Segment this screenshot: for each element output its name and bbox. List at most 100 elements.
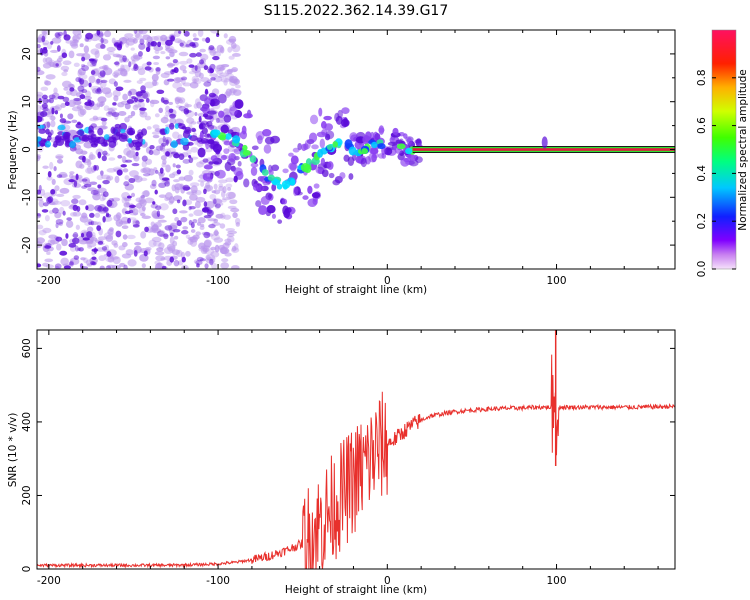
noise-speckle bbox=[213, 183, 218, 190]
noise-speckle bbox=[100, 170, 104, 176]
noise-speckle bbox=[65, 220, 74, 228]
noise-speckle bbox=[202, 206, 211, 212]
noise-speckle bbox=[220, 64, 230, 68]
noise-speckle bbox=[163, 233, 169, 240]
noise-speckle bbox=[128, 209, 134, 214]
signal-blob bbox=[392, 144, 397, 151]
noise-speckle bbox=[112, 256, 121, 265]
noise-speckle bbox=[91, 256, 97, 260]
noise-speckle bbox=[152, 134, 160, 139]
noise-speckle bbox=[48, 234, 58, 239]
snr-frame bbox=[36, 329, 676, 570]
noise-speckle bbox=[172, 131, 180, 139]
noise-speckle bbox=[168, 108, 174, 114]
noise-speckle bbox=[71, 237, 80, 245]
noise-speckle bbox=[81, 64, 86, 68]
noise-speckle bbox=[50, 189, 56, 195]
noise-speckle bbox=[172, 228, 181, 233]
noise-speckle bbox=[157, 230, 165, 237]
noise-speckle bbox=[214, 203, 222, 209]
noise-speckle bbox=[82, 155, 86, 163]
noise-speckle bbox=[144, 66, 152, 71]
noise-speckle bbox=[136, 80, 143, 84]
noise-speckle bbox=[123, 70, 128, 77]
noise-speckle bbox=[155, 255, 165, 262]
noise-speckle bbox=[141, 160, 147, 168]
noise-speckle bbox=[121, 196, 127, 204]
noise-speckle bbox=[69, 173, 74, 179]
noise-speckle bbox=[209, 193, 217, 200]
noise-speckle bbox=[120, 216, 130, 224]
snr-x-axis: -200 -100 0 100 bbox=[37, 330, 659, 587]
noise-speckle bbox=[176, 220, 182, 227]
noise-speckle bbox=[112, 102, 117, 106]
signal-blob bbox=[261, 169, 269, 176]
noise-speckle bbox=[215, 117, 220, 124]
noise-speckle bbox=[142, 92, 148, 100]
signal-blob bbox=[332, 141, 338, 148]
noise-speckle bbox=[94, 212, 101, 218]
noise-speckle bbox=[100, 37, 104, 44]
x-tick-label: -200 bbox=[37, 575, 61, 587]
noise-speckle bbox=[77, 247, 81, 252]
noise-speckle bbox=[141, 263, 146, 269]
noise-speckle bbox=[81, 89, 88, 94]
noise-speckle bbox=[82, 177, 91, 185]
signal-blob bbox=[199, 122, 206, 129]
signal-blob bbox=[97, 127, 104, 136]
colorbar-frame bbox=[711, 29, 737, 270]
noise-speckle bbox=[75, 173, 79, 181]
noise-speckle bbox=[55, 218, 64, 225]
noise-speckle bbox=[69, 212, 78, 217]
noise-speckle bbox=[81, 178, 88, 182]
noise-speckle bbox=[222, 197, 232, 201]
noise-speckle bbox=[215, 213, 224, 219]
signal-blob bbox=[260, 196, 270, 205]
noise-speckle bbox=[227, 46, 233, 53]
noise-speckle bbox=[149, 99, 160, 105]
noise-speckle bbox=[178, 30, 182, 34]
noise-speckle bbox=[113, 243, 119, 248]
noise-speckle bbox=[142, 189, 150, 198]
signal-blob bbox=[313, 183, 320, 189]
noise-speckle bbox=[114, 175, 120, 184]
spectrogram-y-axis-label: Frequency (Hz) bbox=[7, 110, 19, 189]
noise-speckle bbox=[199, 48, 206, 53]
noise-speckle bbox=[155, 170, 159, 174]
noise-speckle bbox=[163, 114, 169, 119]
noise-speckle bbox=[50, 120, 56, 128]
noise-speckle bbox=[213, 230, 220, 236]
signal-blob bbox=[318, 107, 323, 117]
noise-speckle bbox=[159, 203, 169, 211]
noise-speckle bbox=[71, 106, 82, 112]
noise-speckle bbox=[86, 204, 95, 212]
noise-speckle bbox=[169, 51, 175, 58]
noise-speckle bbox=[134, 241, 142, 246]
signal-blob bbox=[405, 147, 413, 155]
colorbar-tick-label: 0.6 bbox=[696, 117, 708, 134]
noise-speckle bbox=[137, 199, 145, 205]
noise-speckle bbox=[151, 73, 159, 82]
signal-blob bbox=[378, 125, 385, 135]
noise-speckle bbox=[99, 265, 105, 269]
noise-speckle bbox=[200, 223, 205, 228]
noise-speckle bbox=[88, 75, 96, 84]
noise-speckle bbox=[77, 85, 85, 92]
noise-speckle bbox=[205, 37, 211, 44]
signal-blob bbox=[108, 140, 117, 148]
noise-speckle bbox=[43, 46, 48, 51]
signal-blob bbox=[321, 169, 329, 178]
noise-speckle bbox=[175, 164, 181, 169]
signal-blob bbox=[316, 131, 327, 138]
noise-speckle bbox=[225, 183, 233, 189]
noise-speckle bbox=[113, 81, 118, 87]
signal-blob bbox=[218, 93, 227, 104]
noise-speckle bbox=[141, 205, 146, 212]
noise-speckle bbox=[180, 77, 186, 85]
noise-speckle bbox=[196, 161, 204, 168]
signal-blob bbox=[255, 200, 262, 208]
noise-speckle bbox=[132, 208, 139, 216]
noise-speckle bbox=[160, 50, 166, 55]
noise-speckle bbox=[97, 236, 108, 241]
noise-speckle bbox=[72, 30, 82, 36]
